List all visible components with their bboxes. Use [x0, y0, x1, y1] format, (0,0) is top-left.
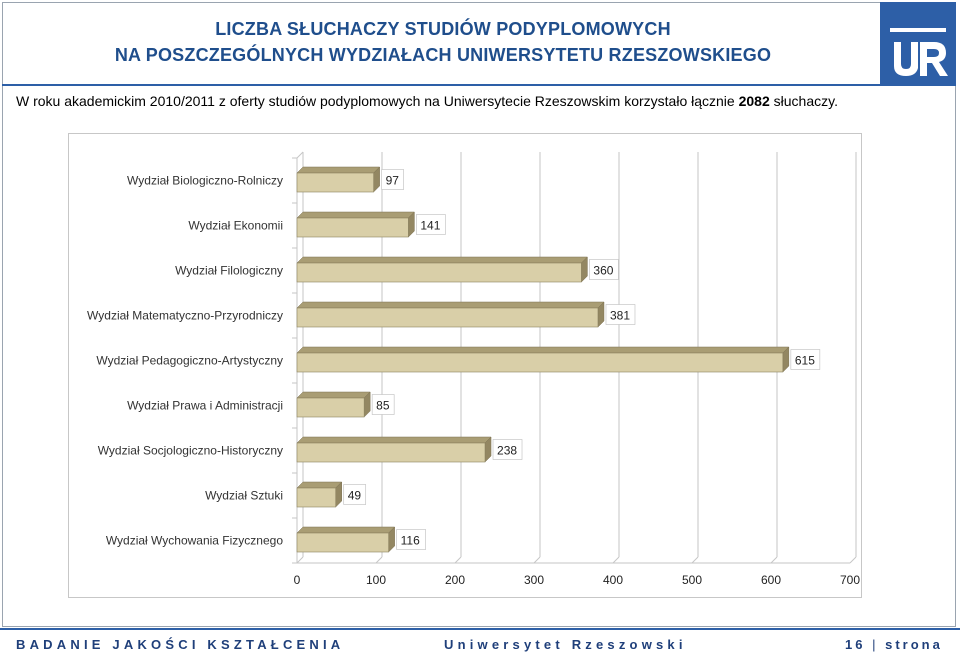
category-label: Wydział Filologiczny: [175, 264, 283, 278]
category-label: Wydział Prawa i Administracji: [127, 399, 283, 413]
x-tick-label: 200: [445, 573, 465, 587]
bar-top: [296, 436, 492, 444]
data-label: 97: [386, 174, 400, 188]
page-title-line-2: NA POSZCZEGÓLNYCH WYDZIAŁACH UNIWERSYTET…: [114, 45, 772, 65]
x-tick-label: 300: [524, 573, 544, 587]
bar: [296, 397, 365, 418]
data-label: 85: [376, 399, 390, 413]
data-label-box: [371, 394, 395, 415]
category-label: Wydział Wychowania Fizycznego: [106, 534, 284, 548]
bar-top: [296, 256, 589, 264]
data-label: 360: [593, 264, 613, 278]
grid-floor-line: [770, 556, 778, 564]
footer-page-info: 16 | strona: [845, 637, 943, 652]
bar: [296, 352, 784, 373]
x-tick-label: 600: [761, 573, 781, 587]
bar-top: [296, 481, 343, 489]
data-label-box: [605, 304, 636, 325]
data-label: 615: [795, 354, 815, 368]
bar: [296, 217, 409, 238]
footer-divider: [0, 628, 960, 630]
category-label: Wydział Sztuki: [205, 489, 283, 503]
category-label: Wydział Ekonomii: [188, 219, 283, 233]
bar: [296, 532, 389, 553]
bar: [296, 442, 486, 463]
footer-separator: |: [872, 637, 879, 652]
data-label-box: [381, 169, 404, 190]
x-tick-label: 400: [603, 573, 623, 587]
page-title-line-1: LICZBA SŁUCHACZY STUDIÓW PODYPLOMOWYCH: [215, 19, 671, 39]
data-label: 116: [401, 534, 420, 548]
page-frame: [2, 2, 956, 627]
bar-top: [296, 211, 415, 219]
grid-floor-line: [375, 556, 383, 564]
page-number: 16: [845, 637, 866, 652]
intro-text: W roku akademickim 2010/2011 z oferty st…: [16, 93, 838, 109]
bar: [296, 172, 374, 193]
x-tick-label: 0: [294, 573, 301, 587]
x-tick-label: 700: [840, 573, 860, 587]
category-label: Wydział Pedagogiczno-Artystyczny: [96, 354, 283, 368]
category-label: Wydział Matematyczno-Przyrodniczy: [87, 309, 283, 323]
footer-left-text: BADANIE JAKOŚCI KSZTAŁCENIA: [16, 637, 345, 652]
x-tick-label: 100: [366, 573, 386, 587]
bar-top: [296, 166, 381, 174]
grid-floor-line: [612, 556, 620, 564]
bar-top: [296, 526, 396, 534]
category-label: Wydział Socjologiczno-Historyczny: [98, 444, 283, 458]
bar: [296, 262, 582, 283]
chart-frame: Wydział Biologiczno-Rolniczy 97 Wydział Ek…: [68, 133, 862, 598]
university-logo: [880, 2, 956, 86]
bar: [296, 487, 337, 508]
page-word: strona: [885, 637, 943, 652]
data-label-box: [416, 214, 446, 235]
bar-top: [296, 346, 790, 354]
grid-floor-line: [691, 556, 699, 564]
data-label: 141: [420, 219, 440, 233]
header-divider: [2, 84, 956, 86]
axis-wall-edge: [296, 151, 304, 159]
data-label-box: [790, 349, 821, 370]
grid-floor-line: [533, 556, 541, 564]
grid-floor-line: [454, 556, 462, 564]
data-label: 381: [610, 309, 630, 323]
data-label: 238: [497, 444, 517, 458]
intro-text-before: W roku akademickim 2010/2011 z oferty st…: [16, 93, 739, 109]
intro-total: 2082: [738, 93, 770, 109]
data-label-box: [589, 259, 619, 280]
data-label: 49: [348, 489, 362, 503]
intro-text-after: słuchaczy.: [769, 93, 838, 109]
category-label: Wydział Biologiczno-Rolniczy: [127, 174, 283, 188]
data-label-box: [492, 439, 523, 460]
data-label-box: [343, 484, 367, 505]
bar-chart: Wydział Biologiczno-Rolniczy 97 Wydział Ek…: [87, 151, 860, 587]
bar-top: [296, 301, 605, 309]
data-label-box: [396, 529, 426, 550]
grid-floor-line: [849, 556, 857, 564]
ur-logo-icon: [880, 2, 956, 86]
grid-floor-line: [296, 556, 304, 564]
footer-center-text: Uniwersytet Rzeszowski: [444, 637, 687, 652]
x-tick-label: 500: [682, 573, 702, 587]
bar-top: [296, 391, 371, 399]
bar: [296, 307, 599, 328]
